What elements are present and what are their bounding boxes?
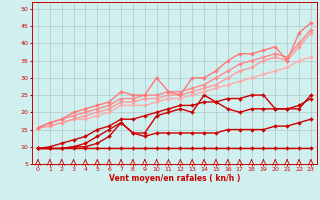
X-axis label: Vent moyen/en rafales ( kn/h ): Vent moyen/en rafales ( kn/h ): [109, 174, 240, 183]
